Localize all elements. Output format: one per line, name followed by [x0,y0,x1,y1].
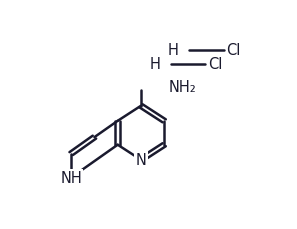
Text: NH: NH [60,170,82,185]
Text: Cl: Cl [227,43,241,58]
Text: NH₂: NH₂ [168,80,196,95]
Text: H: H [149,57,160,72]
Text: N: N [135,153,146,168]
Text: Cl: Cl [208,57,222,72]
Text: H: H [168,43,179,58]
